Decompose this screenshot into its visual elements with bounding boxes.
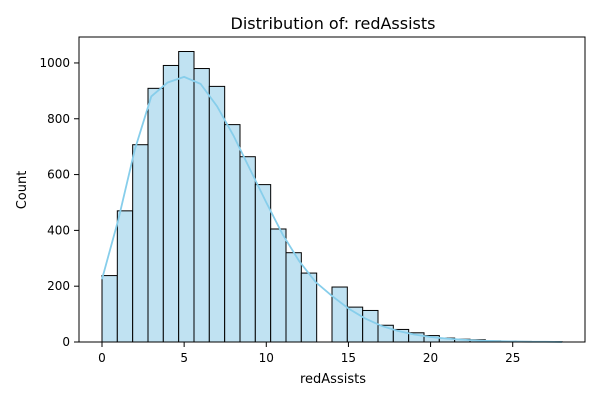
bars-layer — [102, 52, 562, 342]
x-axis-label: redAssists — [300, 372, 366, 387]
y-tick-label: 400 — [47, 223, 70, 237]
histogram-bar — [301, 273, 316, 342]
x-tick-label: 25 — [505, 351, 520, 365]
y-axis-label: Count — [15, 171, 30, 210]
y-tick-label: 0 — [62, 335, 70, 349]
histogram-bar — [225, 125, 240, 342]
x-tick-label: 5 — [180, 351, 188, 365]
histogram-bar — [194, 69, 209, 342]
x-tick-label: 20 — [423, 351, 438, 365]
y-tick-label: 200 — [47, 279, 70, 293]
x-tick-label: 0 — [98, 351, 106, 365]
histogram-bar — [286, 253, 301, 342]
histogram-bar — [102, 276, 117, 342]
histogram-bar — [148, 88, 163, 342]
histogram-bar — [332, 287, 347, 342]
histogram-bar — [133, 145, 148, 342]
histogram-bar — [163, 65, 178, 342]
x-tick-label: 15 — [341, 351, 356, 365]
x-axis-ticks: 0 5 10 15 20 25 — [98, 342, 520, 365]
histogram-bar — [209, 86, 224, 342]
y-tick-label: 1000 — [39, 56, 70, 70]
histogram-bar — [240, 157, 255, 342]
x-tick-label: 10 — [259, 351, 274, 365]
histogram-bar — [271, 229, 286, 342]
histogram-bar — [363, 310, 378, 342]
y-tick-label: 600 — [47, 168, 70, 182]
y-axis-ticks: 0 200 400 600 800 1000 — [39, 56, 79, 349]
histogram-bar — [117, 211, 132, 342]
y-tick-label: 800 — [47, 112, 70, 126]
histogram-bar — [179, 52, 194, 342]
chart-title: Distribution of: redAssists — [231, 14, 436, 33]
